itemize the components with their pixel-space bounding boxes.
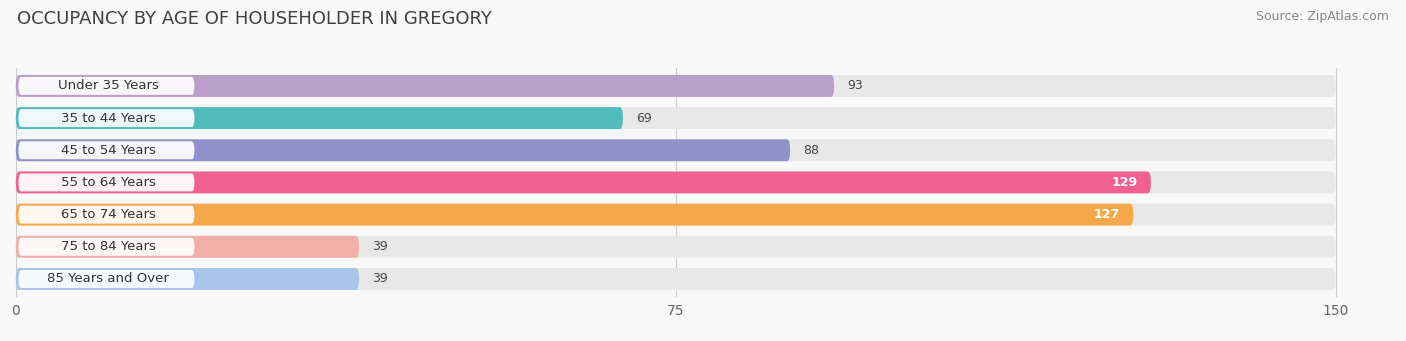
Text: 39: 39: [373, 272, 388, 285]
Text: Under 35 Years: Under 35 Years: [58, 79, 159, 92]
FancyBboxPatch shape: [15, 236, 1336, 258]
FancyBboxPatch shape: [15, 139, 790, 161]
Text: 85 Years and Over: 85 Years and Over: [48, 272, 169, 285]
FancyBboxPatch shape: [15, 268, 1336, 290]
FancyBboxPatch shape: [15, 139, 1336, 161]
Text: 93: 93: [848, 79, 863, 92]
FancyBboxPatch shape: [15, 236, 359, 258]
FancyBboxPatch shape: [18, 206, 194, 224]
FancyBboxPatch shape: [15, 268, 359, 290]
Text: 45 to 54 Years: 45 to 54 Years: [60, 144, 156, 157]
FancyBboxPatch shape: [18, 141, 194, 159]
FancyBboxPatch shape: [18, 270, 194, 288]
Text: 129: 129: [1112, 176, 1137, 189]
Text: 127: 127: [1094, 208, 1121, 221]
FancyBboxPatch shape: [15, 107, 1336, 129]
FancyBboxPatch shape: [15, 172, 1152, 193]
FancyBboxPatch shape: [15, 107, 623, 129]
FancyBboxPatch shape: [15, 204, 1133, 225]
FancyBboxPatch shape: [18, 77, 194, 95]
Text: 39: 39: [373, 240, 388, 253]
Text: OCCUPANCY BY AGE OF HOUSEHOLDER IN GREGORY: OCCUPANCY BY AGE OF HOUSEHOLDER IN GREGO…: [17, 10, 492, 28]
Text: 69: 69: [636, 112, 652, 124]
FancyBboxPatch shape: [15, 75, 1336, 97]
Text: 88: 88: [803, 144, 820, 157]
Text: 55 to 64 Years: 55 to 64 Years: [60, 176, 156, 189]
FancyBboxPatch shape: [15, 204, 1336, 225]
FancyBboxPatch shape: [15, 75, 834, 97]
Text: 35 to 44 Years: 35 to 44 Years: [60, 112, 156, 124]
FancyBboxPatch shape: [18, 174, 194, 191]
FancyBboxPatch shape: [18, 109, 194, 127]
Text: 65 to 74 Years: 65 to 74 Years: [60, 208, 156, 221]
FancyBboxPatch shape: [18, 238, 194, 256]
Text: Source: ZipAtlas.com: Source: ZipAtlas.com: [1256, 10, 1389, 23]
Text: 75 to 84 Years: 75 to 84 Years: [60, 240, 156, 253]
FancyBboxPatch shape: [15, 172, 1336, 193]
